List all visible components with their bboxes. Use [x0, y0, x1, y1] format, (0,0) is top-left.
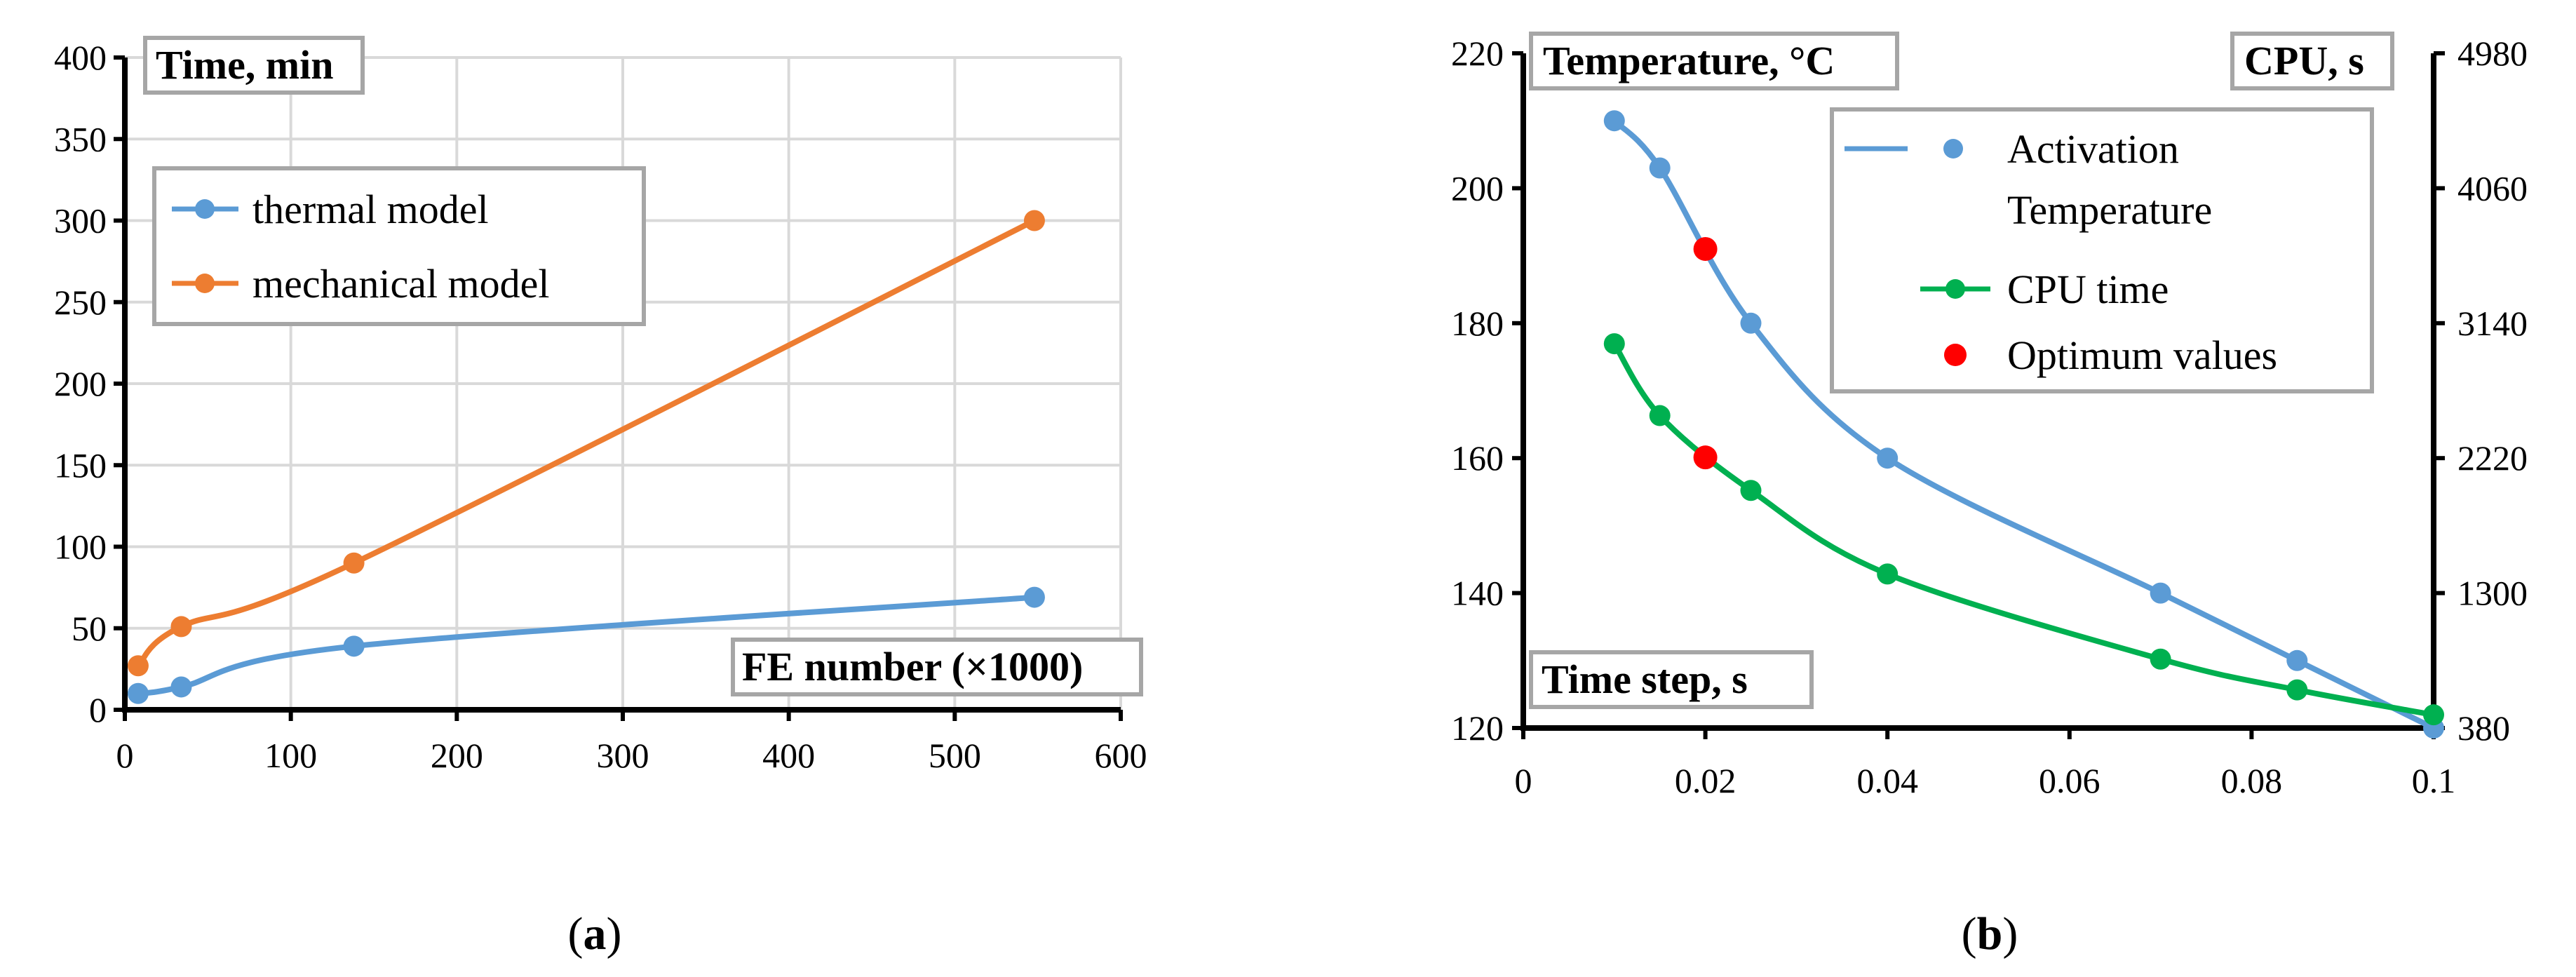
x-tick-label: 100: [264, 736, 317, 775]
legend-label-mechanical-model: mechanical model: [252, 261, 550, 306]
chart-a-y-tick-labels: 0 50 100 150 200 250 300 350 400: [54, 38, 107, 729]
y-tick-label: 0: [89, 690, 107, 729]
data-point: [343, 552, 365, 574]
y-tick-label: 250: [54, 283, 107, 322]
legend-label-activation-temperature: Activation Temperature: [2007, 126, 2212, 233]
y-tick-label: 140: [1451, 574, 1504, 613]
chart-b-y2-axis-title-box: CPU, s: [2230, 32, 2394, 90]
chart-a-legend: thermal model mechanical model: [152, 166, 646, 326]
x-tick-label: 0: [1515, 761, 1532, 800]
x-tick-label: 400: [762, 736, 815, 775]
x-tick-label: 0.02: [1675, 761, 1737, 800]
data-point: [1603, 333, 1625, 355]
legend-label-cpu-time: CPU time: [2007, 267, 2169, 312]
chart-b-x-axis-title: Time step, s: [1542, 656, 1748, 702]
chart-a-series: [127, 210, 1045, 704]
chart-a-y-axis-title-box: Time, min: [143, 36, 365, 95]
x-tick-label: 0: [116, 736, 134, 775]
data-point: [343, 635, 365, 657]
x-tick-label: 500: [929, 736, 981, 775]
chart-a-axes: [114, 55, 1123, 721]
legend-entry-mechanical: mechanical model: [172, 261, 550, 306]
chart-a-x-axis-title-box: FE number (×1000): [731, 638, 1143, 696]
chart-b-legend: Activation Temperature CPU time Optimum v…: [1830, 107, 2374, 393]
data-point: [1023, 586, 1045, 608]
data-point: [1649, 405, 1671, 426]
y2-tick-label: 4060: [2457, 168, 2528, 208]
y-tick-label: 350: [54, 119, 107, 159]
x-tick-label: 600: [1095, 736, 1147, 775]
chart-a-x-axis-title: FE number (×1000): [742, 644, 1083, 689]
y2-tick-label: 380: [2457, 708, 2510, 748]
data-point: [2150, 648, 2171, 670]
y-tick-label: 200: [54, 364, 107, 403]
x-tick-label: 0.04: [1856, 761, 1918, 800]
chart-b-y-axis-title-box: Temperature, °C: [1529, 32, 1899, 90]
y-tick-label: 300: [54, 201, 107, 241]
data-point: [170, 616, 192, 638]
data-point: [2423, 704, 2444, 726]
chart-a-gridlines: [125, 56, 1122, 710]
legend-entry-cpu-time: CPU time: [1920, 267, 2169, 312]
data-point: [1877, 447, 1899, 469]
chart-b-y2-axis-title: CPU, s: [2244, 38, 2364, 83]
y2-tick-label: 2220: [2457, 438, 2528, 478]
x-tick-label: 0.08: [2221, 761, 2283, 800]
optimum-point: [1693, 445, 1718, 470]
chart-b-x-tick-labels: 0 0.02 0.04 0.06 0.08 0.1: [1515, 761, 2456, 800]
y-tick-label: 180: [1451, 304, 1504, 343]
legend-label-thermal-model: thermal model: [252, 187, 489, 232]
data-point: [170, 676, 192, 698]
y2-tick-label: 4980: [2457, 34, 2528, 73]
chart-a-x-tick-labels: 0 100 200 300 400 500 600: [116, 736, 1147, 775]
legend-label-optimum-values: Optimum values: [2007, 332, 2277, 378]
data-point: [1740, 312, 1762, 334]
chart-b-axes: [1512, 51, 2445, 739]
optimum-point: [1693, 236, 1718, 261]
data-point: [2286, 679, 2308, 701]
chart-b-x-axis-title-box: Time step, s: [1529, 650, 1814, 709]
data-point: [1603, 110, 1625, 132]
y-tick-label: 150: [54, 445, 107, 485]
data-point: [127, 682, 149, 704]
chart-b: 0 0.02 0.04 0.06 0.08 0.1 120140160180200220 …: [1451, 32, 2528, 959]
data-point: [1649, 157, 1671, 179]
y2-tick-label: 1300: [2457, 574, 2528, 613]
data-point: [127, 655, 149, 677]
data-point: [1740, 480, 1762, 501]
chart-a: 0 100 200 300 400 500 600 0 50 100 150 200 250 300 35…: [54, 36, 1147, 959]
x-tick-label: 300: [597, 736, 649, 775]
data-point: [1877, 563, 1899, 585]
chart-b-series: [1603, 110, 2444, 739]
y-tick-label: 200: [1451, 168, 1504, 208]
y-tick-label: 220: [1451, 34, 1504, 73]
data-point: [1023, 210, 1045, 231]
y-tick-label: 400: [54, 38, 107, 77]
legend-entry-thermal: thermal model: [172, 187, 489, 232]
data-point: [2286, 649, 2308, 671]
chart-b-y-axis-title: Temperature, °C: [1543, 38, 1835, 83]
x-tick-label: 0.06: [2039, 761, 2100, 800]
x-tick-label: 200: [431, 736, 483, 775]
y-tick-label: 120: [1451, 708, 1504, 748]
chart-a-y-axis-title: Time, min: [156, 42, 334, 88]
y-tick-label: 50: [72, 609, 107, 648]
y2-tick-label: 3140: [2457, 304, 2528, 343]
chart-b-y-tick-labels: 120 140 160 180 200 220: [1451, 34, 1504, 748]
chart-a-caption: (a): [568, 908, 622, 959]
data-point: [2150, 582, 2171, 604]
legend-entry-activation-temperature: Activation Temperature: [1845, 126, 2212, 233]
x-tick-label: 0.1: [2412, 761, 2456, 800]
y-tick-label: 100: [54, 527, 107, 567]
chart-b-y2-tick-labels: 380 1300 2220 3140 4060 4980: [2457, 34, 2528, 748]
y-tick-label: 160: [1451, 438, 1504, 478]
legend-entry-optimum-values: Optimum values: [1944, 332, 2277, 378]
chart-b-caption: (b): [1962, 908, 2018, 959]
